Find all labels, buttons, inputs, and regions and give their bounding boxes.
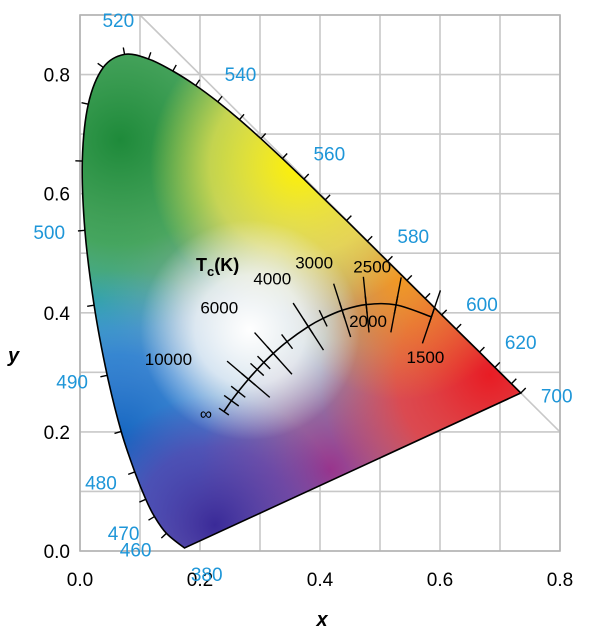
temperature-label: 3000 — [295, 253, 333, 272]
planckian-title-sub: c — [207, 264, 214, 279]
wavelength-label: 500 — [33, 223, 65, 244]
locus-tick — [195, 79, 201, 86]
x-tick-label: 0.4 — [307, 570, 334, 591]
wavelength-label: 460 — [120, 540, 152, 561]
planckian-tick — [223, 394, 240, 407]
isotemperature-line — [292, 302, 325, 351]
locus-tick — [148, 515, 155, 521]
planckian-tick — [250, 362, 265, 377]
temperature-label: 1500 — [407, 348, 445, 367]
wavelength-label: 560 — [313, 145, 345, 166]
planckian-title: Tc(K) — [196, 255, 239, 279]
wavelength-label: 580 — [397, 227, 429, 248]
locus-tick — [139, 498, 147, 503]
locus-tick — [441, 309, 448, 316]
locus-tick — [406, 274, 413, 281]
wavelength-label: 480 — [85, 474, 117, 495]
y-tick-label: 0.4 — [44, 304, 71, 325]
x-tick-label: 0.2 — [187, 570, 213, 591]
wavelength-label: 600 — [466, 295, 498, 316]
locus-tick — [172, 64, 177, 72]
locus-tick — [455, 323, 462, 330]
locus-tick — [97, 62, 104, 68]
locus-tick — [77, 229, 85, 232]
y-tick-label: 0.8 — [44, 66, 70, 87]
x-tick-label: 0.6 — [427, 570, 453, 591]
isotemperature-line — [390, 277, 402, 333]
locus-tick — [345, 215, 352, 222]
locus-tick — [122, 47, 126, 55]
wavelength-label: 380 — [191, 565, 223, 586]
locus-tick — [260, 133, 267, 140]
locus-tick — [160, 532, 167, 539]
wavelength-label: 470 — [108, 524, 140, 545]
locus-tick — [366, 235, 373, 242]
locus-tick — [281, 153, 288, 160]
isotemperature-line — [226, 360, 271, 398]
y-tick-label: 0.2 — [44, 423, 70, 444]
y-tick-label: 0.6 — [44, 185, 70, 206]
planckian-curve — [223, 302, 432, 413]
wavelength-label: 490 — [56, 372, 88, 393]
spectral-locus-ticks — [75, 47, 527, 539]
planckian-tick — [281, 334, 294, 350]
x-tick-label: 0.8 — [547, 570, 573, 591]
wavelength-label: 520 — [102, 11, 134, 32]
locus-tick — [387, 255, 393, 262]
locus-tick — [147, 52, 152, 60]
locus-tick — [324, 194, 331, 201]
locus-tick — [87, 304, 95, 307]
planckian-tick — [230, 385, 246, 398]
axis-tick-labels: 0.0 0.2 0.4 0.6 0.8 0.0 0.2 0.4 0.6 0.8 — [44, 66, 574, 591]
isotemperature-line — [362, 276, 370, 333]
locus-tick — [81, 101, 89, 105]
temperature-label: 4000 — [253, 270, 291, 289]
y-axis-title: y — [7, 345, 20, 367]
planckian-tick — [318, 309, 328, 327]
x-tick-label: 0.0 — [67, 570, 93, 591]
wavelength-label: 540 — [225, 65, 257, 86]
plot-frame — [79, 14, 561, 552]
temperature-label: 6000 — [200, 298, 238, 317]
isotemperature-line — [254, 332, 293, 375]
locus-tick — [520, 387, 527, 394]
planckian-tick — [218, 407, 230, 416]
locus-tick — [127, 471, 136, 476]
locus-tick — [100, 374, 108, 378]
x-axis-title: x — [315, 609, 328, 631]
wavelength-label: 700 — [541, 386, 573, 407]
locus-tick — [217, 95, 223, 103]
isotemperature-line — [332, 283, 352, 338]
planckian-tick — [256, 355, 271, 370]
planckian-title-t: T — [196, 255, 207, 275]
isotemperature-line — [421, 290, 442, 344]
planckian-title-suffix: (K) — [214, 255, 239, 275]
y-tick-label: 0.0 — [44, 542, 70, 563]
locus-tick — [478, 346, 485, 353]
temperature-label: 10000 — [145, 350, 192, 369]
locus-tick — [424, 292, 431, 299]
locus-tick — [238, 113, 245, 121]
locus-tick — [114, 430, 122, 435]
locus-tick — [303, 173, 310, 180]
infinity-label: ∞ — [200, 405, 212, 424]
locus-tick — [494, 361, 501, 368]
locus-tick — [510, 378, 517, 385]
wavelength-label: 620 — [505, 333, 537, 354]
temperature-label: 2500 — [353, 258, 391, 277]
